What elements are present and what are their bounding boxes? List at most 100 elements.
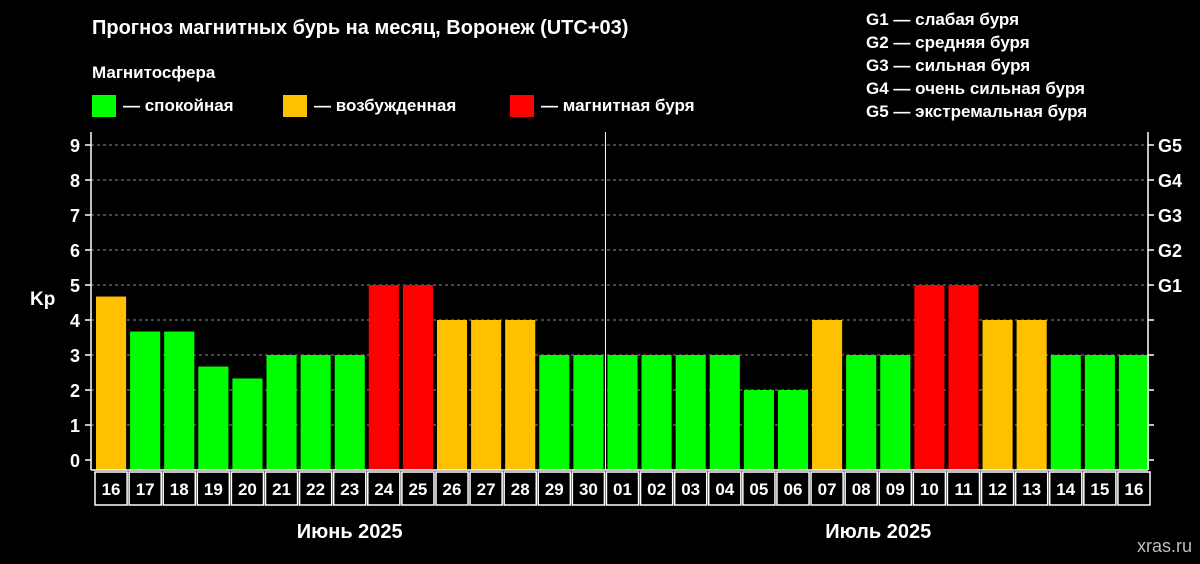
g-scale-label-g2: G2 bbox=[1158, 241, 1182, 261]
day-box-7 bbox=[298, 471, 333, 506]
month-label-2: Июль 2025 bbox=[825, 521, 931, 543]
day-box-11 bbox=[435, 471, 469, 506]
g-scale-label-g5: G5 bbox=[1158, 136, 1182, 156]
day-box-26 bbox=[946, 471, 981, 506]
day-box-19 bbox=[707, 471, 742, 506]
day-box-21 bbox=[776, 471, 810, 506]
bar-14 bbox=[539, 355, 570, 470]
day-label-14: 29 bbox=[545, 480, 564, 499]
day-label-28: 13 bbox=[1022, 480, 1041, 499]
y-tick-label-5: 5 bbox=[70, 276, 80, 296]
day-label-31: 16 bbox=[1124, 480, 1143, 499]
g-scale-label-g4: G4 bbox=[1158, 171, 1182, 191]
day-label-19: 04 bbox=[715, 480, 734, 499]
day-box-2 bbox=[128, 471, 162, 506]
bar-28 bbox=[1016, 320, 1047, 470]
bar-2 bbox=[130, 331, 161, 470]
day-label-3: 18 bbox=[170, 480, 189, 499]
legend-label-storm: — магнитная буря bbox=[541, 96, 695, 115]
day-box-22 bbox=[810, 471, 844, 506]
day-label-2: 17 bbox=[136, 480, 155, 499]
bar-12 bbox=[471, 320, 502, 470]
day-label-22: 07 bbox=[818, 480, 837, 499]
bar-9 bbox=[368, 285, 399, 470]
bar-30 bbox=[1084, 355, 1115, 470]
bar-21 bbox=[777, 390, 809, 470]
legend-swatch-storm bbox=[510, 95, 534, 117]
g-scale-label-g3: G3 bbox=[1158, 206, 1182, 226]
bar-18 bbox=[675, 355, 706, 470]
bar-29 bbox=[1050, 355, 1081, 470]
day-box-4 bbox=[196, 471, 231, 506]
g-scale-legend-g1: G1 — слабая буря bbox=[866, 10, 1019, 29]
g-scale-legend-g5: G5 — экстремальная буря bbox=[866, 102, 1087, 121]
day-box-16 bbox=[605, 471, 640, 506]
day-box-14 bbox=[537, 471, 572, 506]
legend-swatch-active bbox=[283, 95, 307, 117]
g-scale-legend-g3: G3 — сильная буря bbox=[866, 56, 1030, 75]
day-label-1: 16 bbox=[102, 480, 121, 499]
y-tick-label-7: 7 bbox=[70, 206, 80, 226]
day-box-6 bbox=[264, 471, 299, 506]
day-label-29: 14 bbox=[1056, 480, 1075, 499]
bar-22 bbox=[812, 320, 843, 470]
day-box-10 bbox=[401, 471, 435, 506]
day-box-13 bbox=[503, 471, 538, 506]
day-box-29 bbox=[1048, 471, 1083, 506]
bar-31 bbox=[1118, 355, 1149, 470]
bar-16 bbox=[607, 355, 638, 470]
legend-swatch-quiet bbox=[92, 95, 116, 117]
bar-26 bbox=[948, 285, 979, 470]
day-box-17 bbox=[639, 471, 674, 506]
day-label-5: 20 bbox=[238, 480, 257, 499]
bar-17 bbox=[641, 355, 672, 470]
y-tick-label-6: 6 bbox=[70, 241, 80, 261]
day-label-9: 24 bbox=[374, 480, 393, 499]
legend-title: Магнитосфера bbox=[92, 63, 216, 82]
y-tick-label-2: 2 bbox=[70, 381, 80, 401]
day-box-15 bbox=[571, 471, 606, 506]
g-scale-legend-g2: G2 — средняя буря bbox=[866, 33, 1030, 52]
bar-7 bbox=[300, 355, 331, 470]
bar-5 bbox=[232, 378, 263, 470]
bar-20 bbox=[743, 390, 774, 470]
day-label-30: 15 bbox=[1090, 480, 1109, 499]
day-label-26: 11 bbox=[954, 480, 972, 499]
bar-3 bbox=[164, 331, 195, 470]
g-scale-legend-g4: G4 — очень сильная буря bbox=[866, 79, 1085, 98]
bar-6 bbox=[266, 355, 297, 470]
y-tick-label-4: 4 bbox=[70, 311, 80, 331]
day-label-13: 28 bbox=[511, 480, 530, 499]
day-box-8 bbox=[332, 471, 367, 506]
legend: — спокойная — возбужденная — магнитная б… bbox=[92, 95, 695, 117]
bar-4 bbox=[198, 366, 229, 470]
day-label-18: 03 bbox=[681, 480, 700, 499]
day-box-31 bbox=[1117, 471, 1151, 506]
day-label-16: 01 bbox=[613, 480, 632, 499]
day-box-25 bbox=[912, 471, 947, 506]
bar-15 bbox=[573, 355, 604, 470]
bar-11 bbox=[436, 320, 468, 470]
day-label-21: 06 bbox=[784, 480, 803, 499]
y-tick-label-3: 3 bbox=[70, 346, 80, 366]
day-box-30 bbox=[1083, 471, 1117, 506]
day-box-3 bbox=[162, 471, 197, 506]
bar-27 bbox=[982, 320, 1013, 470]
legend-label-active: — возбужденная bbox=[314, 96, 456, 115]
legend-label-quiet: — спокойная bbox=[123, 96, 234, 115]
bar-19 bbox=[709, 355, 740, 470]
day-label-11: 26 bbox=[443, 480, 462, 499]
day-label-15: 30 bbox=[579, 480, 598, 499]
month-label-1: Июнь 2025 bbox=[297, 521, 403, 543]
day-label-20: 05 bbox=[749, 480, 768, 499]
day-box-18 bbox=[673, 471, 708, 506]
day-box-27 bbox=[980, 471, 1015, 506]
bar-8 bbox=[334, 355, 365, 470]
bar-25 bbox=[914, 285, 945, 470]
day-box-12 bbox=[469, 471, 503, 506]
y-tick-label-1: 1 bbox=[70, 416, 80, 436]
day-label-4: 19 bbox=[204, 480, 223, 499]
watermark: xras.ru bbox=[1137, 536, 1192, 556]
